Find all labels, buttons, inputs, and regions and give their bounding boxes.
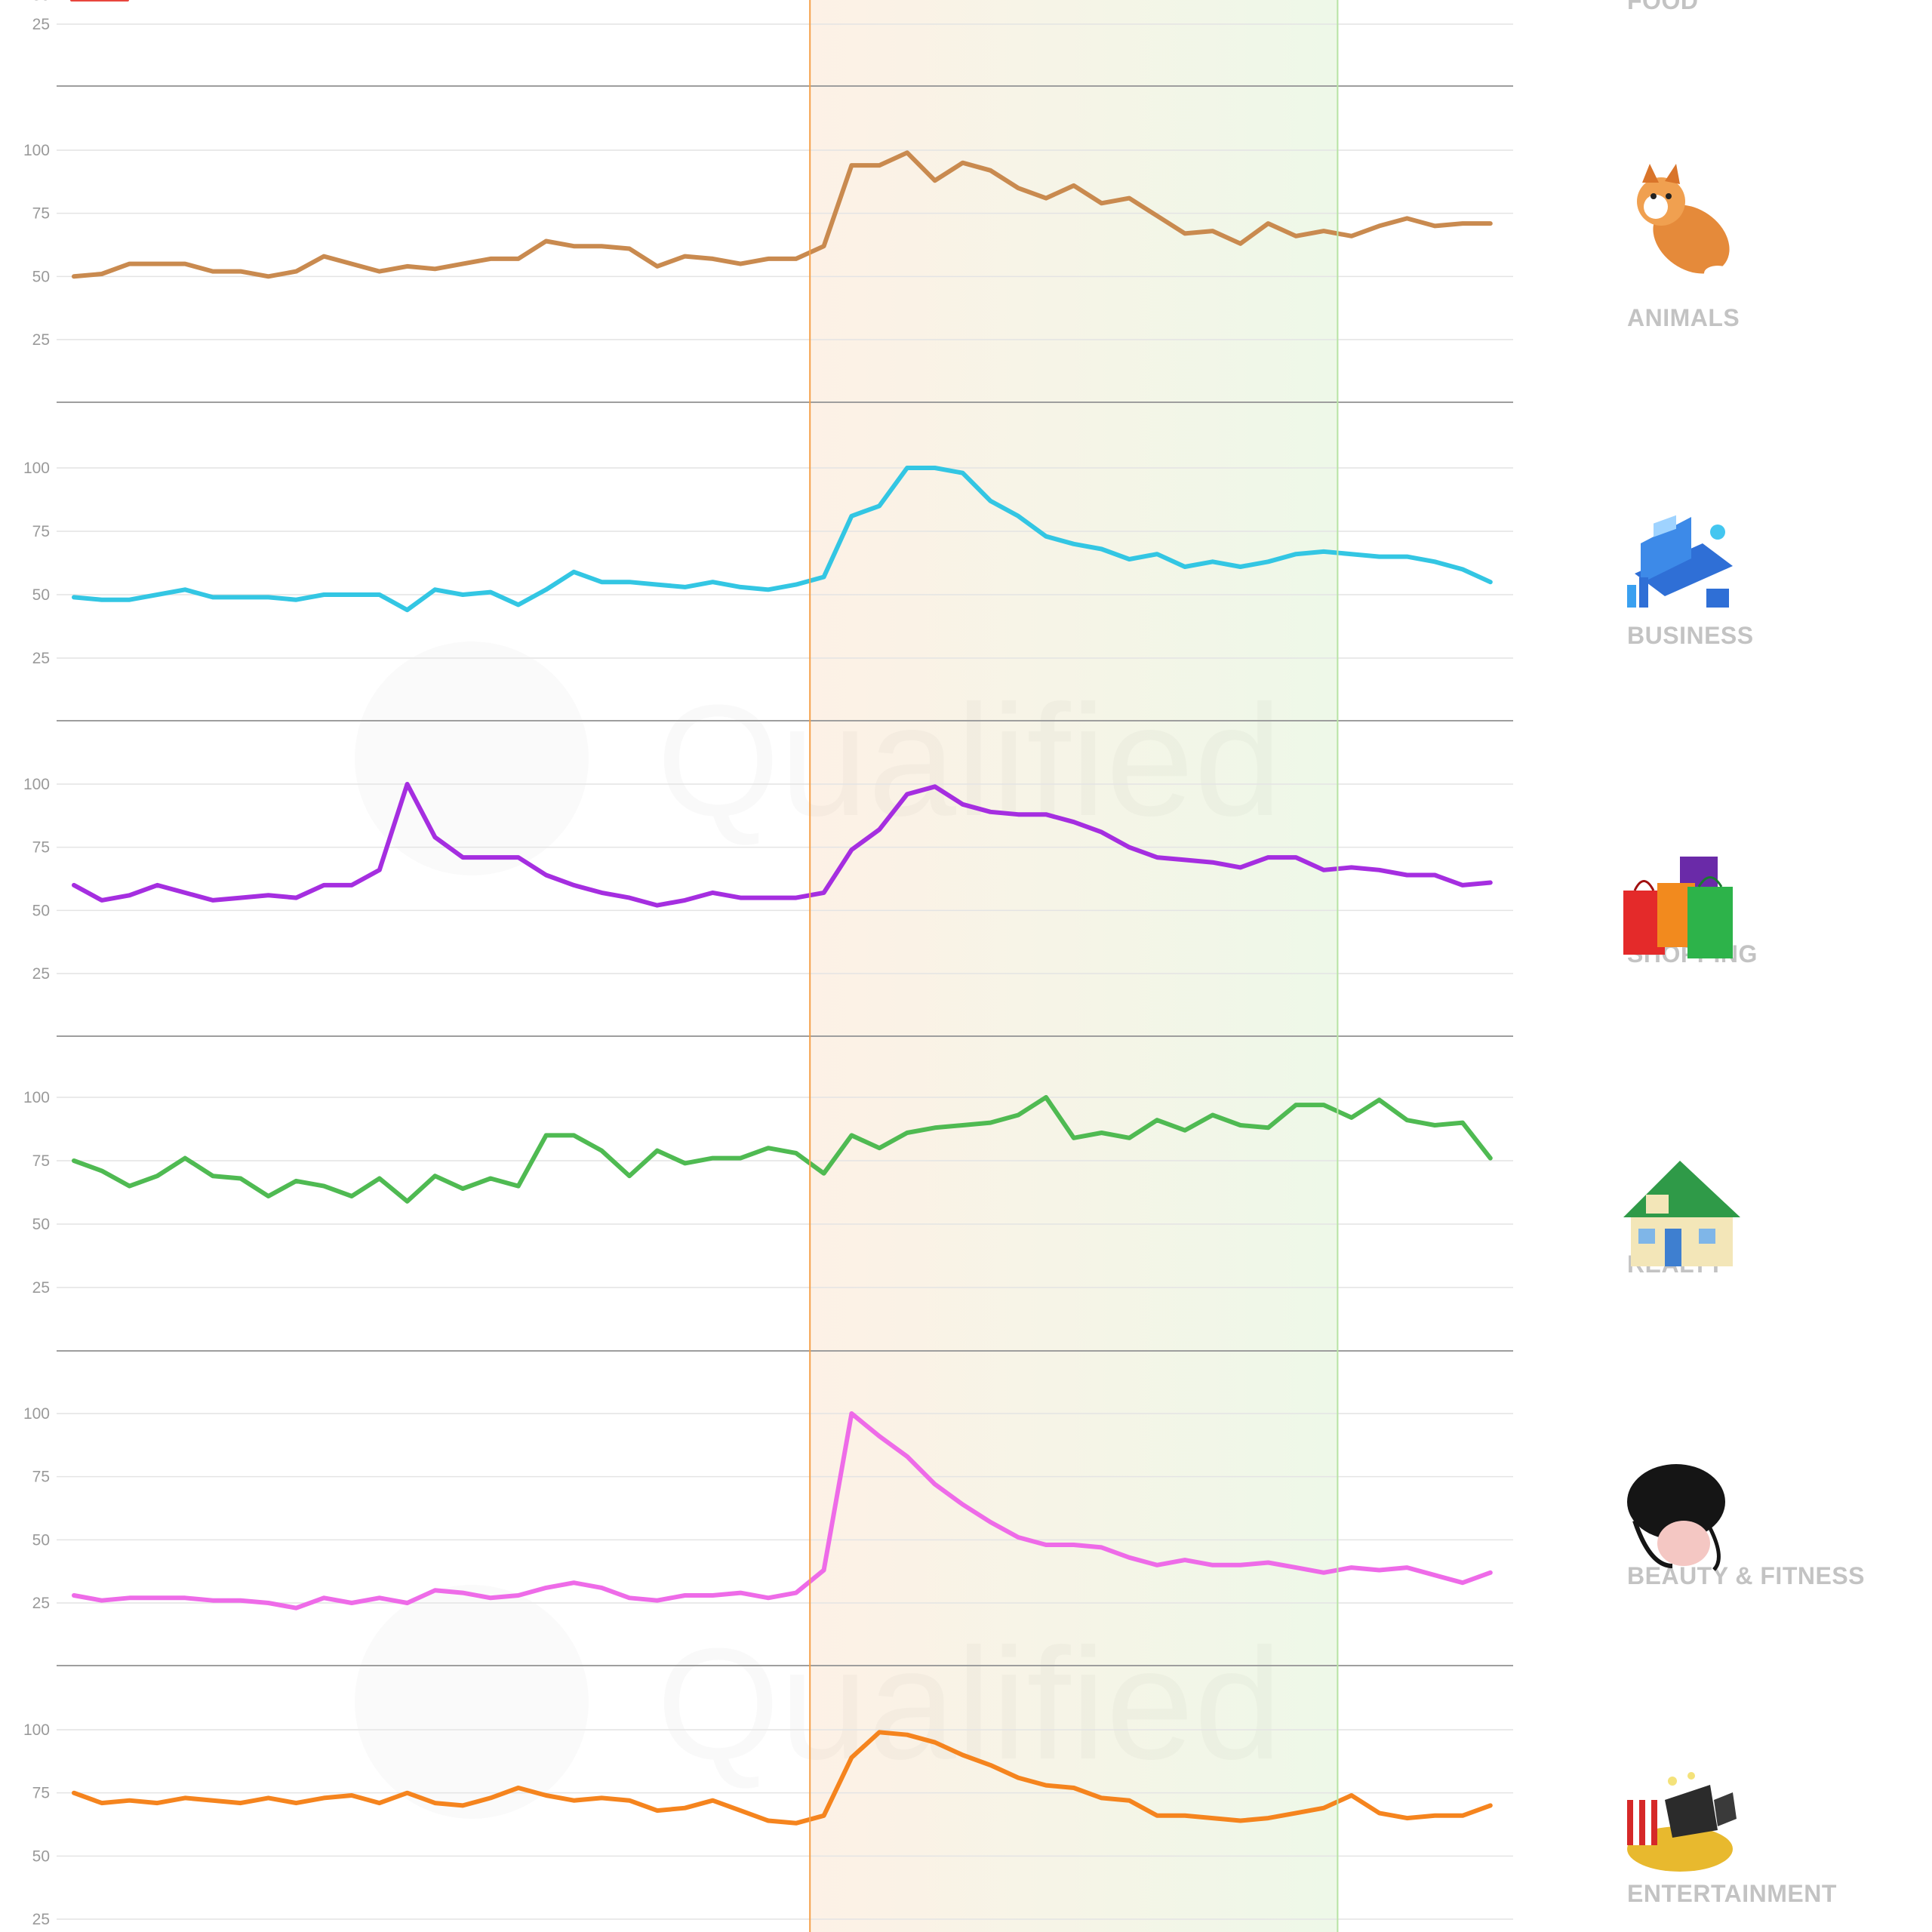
series-line-2 xyxy=(72,466,1493,613)
business-icon xyxy=(1627,515,1733,608)
y-tick-label: 50 xyxy=(32,902,50,919)
woman-portrait-icon xyxy=(1627,1464,1725,1571)
movie-icon xyxy=(1627,1772,1737,1872)
y-tick-label: 100 xyxy=(23,1721,50,1739)
corgi-icon xyxy=(1637,164,1731,281)
shopping-bags-icon xyxy=(1623,857,1733,958)
house-icon xyxy=(1623,1161,1740,1266)
y-tick-label: 75 xyxy=(32,205,50,223)
y-tick-label: 25 xyxy=(32,1911,50,1928)
y-tick-label: 100 xyxy=(23,142,50,159)
y-tick-label: 50 xyxy=(32,1531,50,1549)
y-tick-label: 75 xyxy=(32,1785,50,1802)
y-tick-label: 50 xyxy=(32,268,50,285)
y-tick-label: 75 xyxy=(32,523,50,540)
y-tick-label: 25 xyxy=(32,965,50,983)
y-tick-label: 100 xyxy=(23,1405,50,1423)
legend-swatch xyxy=(70,0,129,2)
category-label: FOOD xyxy=(1627,0,1699,14)
y-tick-label: 50 xyxy=(32,0,50,4)
y-tick-label: 50 xyxy=(32,1216,50,1233)
y-tick-label: 25 xyxy=(32,1595,50,1612)
series-line-5 xyxy=(72,1411,1493,1611)
y-tick-label: 75 xyxy=(32,1152,50,1170)
y-tick-label: 25 xyxy=(32,331,50,349)
y-tick-label: 75 xyxy=(32,839,50,857)
y-tick-label: 50 xyxy=(32,1847,50,1865)
y-tick-label: 25 xyxy=(32,650,50,667)
series-line-3 xyxy=(72,782,1493,908)
series-line-1 xyxy=(72,150,1493,279)
series-line-4 xyxy=(72,1095,1493,1204)
category-label: BUSINESS xyxy=(1627,622,1754,649)
y-tick-label: 100 xyxy=(23,1089,50,1106)
category-label: ANIMALS xyxy=(1627,304,1740,331)
y-tick-label: 100 xyxy=(23,776,50,793)
y-tick-label: 50 xyxy=(32,586,50,604)
y-tick-label: 75 xyxy=(32,1469,50,1486)
y-tick-label: 25 xyxy=(32,16,50,33)
highlight-band xyxy=(810,0,1338,1932)
y-tick-label: 100 xyxy=(23,460,50,477)
series-line-6 xyxy=(72,1730,1493,1826)
y-tick-label: 25 xyxy=(32,1279,50,1297)
category-label: ENTERTAINMENT xyxy=(1627,1880,1837,1907)
